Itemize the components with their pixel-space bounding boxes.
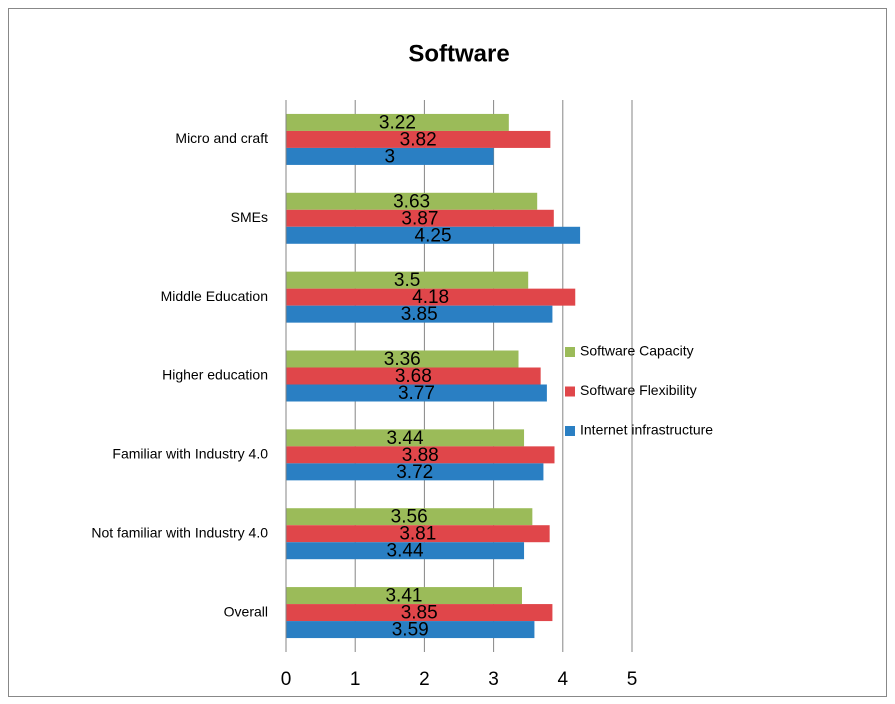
legend-label: Software Flexibility [580,382,697,398]
bar [286,192,538,210]
y-tick-label: SMEs [231,209,268,225]
y-tick-label: Not familiar with Industry 4.0 [91,524,268,540]
chart-title: Software [408,40,509,67]
y-tick-label: Middle Education [161,288,268,304]
data-label: 3.63 [393,191,430,212]
data-label: 3.41 [385,586,422,607]
y-tick-label: Overall [224,603,268,619]
y-tick-label: Familiar with Industry 4.0 [112,446,268,462]
data-label: 3.59 [392,620,429,641]
data-label: 3.87 [401,208,438,229]
y-tick-label: Higher education [162,367,268,383]
data-label: 3.5 [394,270,420,291]
data-label: 3.56 [391,507,428,528]
bar [286,226,581,244]
legend-swatch [565,347,575,357]
data-label: 3.44 [387,541,424,562]
data-label: 3.36 [384,349,421,370]
data-label: 3 [385,146,396,167]
bar [286,463,544,481]
legend-label: Internet infrastructure [580,422,713,438]
x-tick-label: 5 [627,669,638,690]
bar [286,113,509,131]
data-label: 3.81 [399,524,436,545]
bar [286,350,519,368]
x-tick-label: 3 [488,669,499,690]
bar [286,384,547,402]
y-tick-label: Micro and craft [175,130,268,146]
bar [286,525,550,543]
x-tick-label: 1 [350,669,361,690]
data-label: 3.44 [387,428,424,449]
x-tick-label: 4 [558,669,569,690]
bar [286,288,576,306]
bar [286,271,529,289]
legend-swatch [565,426,575,436]
bar [286,446,555,464]
data-label: 3.72 [396,462,433,483]
legend-label: Software Capacity [580,343,694,359]
data-label: 3.85 [401,603,438,624]
data-label: 4.18 [412,287,449,308]
data-label: 3.77 [398,383,435,404]
x-tick-label: 0 [281,669,292,690]
data-label: 3.68 [395,366,432,387]
bar [286,209,554,227]
legend-swatch [565,386,575,397]
data-label: 3.82 [400,129,437,150]
data-label: 4.25 [415,225,452,246]
bar [286,429,525,447]
bar [286,367,541,385]
data-label: 3.88 [402,445,439,466]
bar [286,508,533,526]
bar [286,305,553,323]
bar [286,130,551,148]
bar [286,587,522,605]
x-tick-label: 2 [419,669,430,690]
bar [286,604,553,622]
data-label: 3.85 [401,304,438,325]
bar [286,147,494,165]
bar [286,621,535,639]
data-label: 3.22 [379,112,416,133]
bar [286,542,525,560]
